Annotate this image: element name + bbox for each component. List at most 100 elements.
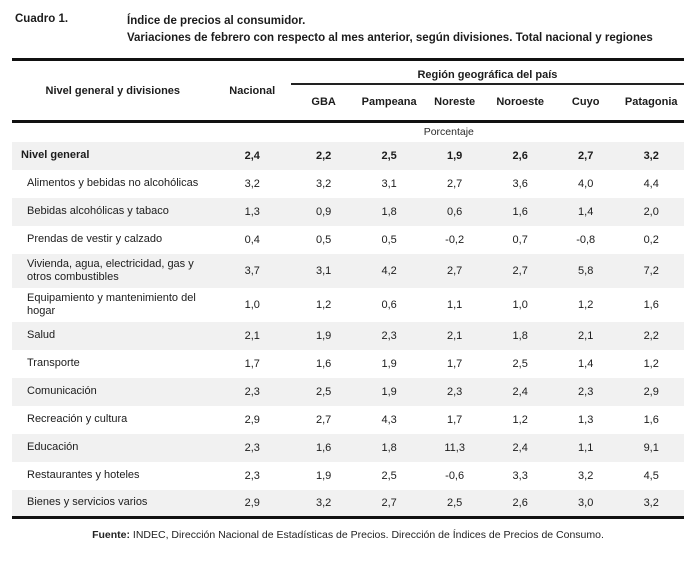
title-line-1: Índice de precios al consumidor. [127,15,306,27]
table-row: Comunicación 2,3 2,5 1,9 2,3 2,4 2,3 2,9 [12,377,684,406]
table-row: Bienes y servicios varios 2,9 3,2 2,7 2,… [12,489,684,518]
cell-value: 1,6 [643,298,659,311]
row-label: Prendas de vestir y calzado [27,233,163,245]
cell-value: 2,0 [643,205,659,218]
cell-value: 1,6 [315,357,332,370]
table-header: Nivel general y divisiones Nacional Regi… [12,59,684,123]
cell-value: 3,2 [578,469,594,482]
row-label: Bebidas alcohólicas y tabaco [27,205,169,217]
row-label: Nivel general [21,149,90,161]
source-label: Fuente: [92,529,131,541]
cell-value: 2,3 [244,469,260,482]
row-label: Educación [27,441,79,453]
col-header-noroeste: Noroeste [487,83,553,123]
col-header-pampeana: Pampeana [356,83,422,123]
cell-value: 9,1 [643,441,659,454]
cell-value: 1,4 [578,205,594,218]
cell-value: 1,9 [315,469,332,482]
cell-value: 1,8 [381,441,397,454]
cell-value: 3,1 [381,177,397,190]
unit-label: Porcentaje [423,126,474,139]
row-label: Comunicación [27,385,97,397]
cell-value: 2,3 [244,441,260,454]
cell-value: 1,9 [447,149,463,162]
cell-value: 1,4 [578,357,594,370]
row-label: Recreación y cultura [27,413,128,425]
cell-value: 2,7 [447,177,463,190]
row-label: Alimentos y bebidas no alcohólicas [27,177,199,189]
price-index-table: Nivel general y divisiones Nacional Regi… [12,58,684,519]
cell-value: 1,6 [643,413,659,426]
cell-value: 2,4 [512,441,528,454]
cell-value: 2,1 [447,329,463,342]
cell-value: 2,6 [512,496,528,509]
cell-value: 2,1 [244,329,260,342]
col-header-cuyo: Cuyo [552,83,619,123]
cell-value: 2,9 [244,413,260,426]
table-row: Educación 2,3 1,6 1,8 11,3 2,4 1,1 9,1 [12,433,684,462]
col-header-patagonia: Patagonia [618,83,684,123]
table-row: Prendas de vestir y calzado 0,4 0,5 0,5 … [12,226,684,254]
cell-value: 3,7 [244,264,260,277]
cell-value: 2,7 [447,264,463,277]
cell-value: 1,6 [315,441,332,454]
table-row: Nivel general 2,4 2,2 2,5 1,9 2,6 2,7 3,… [12,141,684,170]
cell-value: 2,3 [244,385,260,398]
region-group-header: Región geográfica del país [290,59,684,85]
cell-value: 2,2 [643,329,659,342]
row-label: Bienes y servicios varios [27,496,148,509]
cell-value: 3,2 [315,496,332,509]
cell-value: 3,6 [512,177,528,190]
cell-value: 2,5 [315,385,332,398]
cell-value: 2,3 [447,385,463,398]
cell-value: 2,5 [447,496,463,509]
cell-value: 2,4 [244,149,260,162]
cell-value: 1,0 [244,298,260,311]
table-row: Bebidas alcohólicas y tabaco 1,3 0,9 1,8… [12,197,684,226]
cell-value: 1,3 [244,205,260,218]
title-block: Cuadro 1. Índice de precios al consumido… [0,0,696,47]
source-note: Fuente: INDEC, Dirección Nacional de Est… [0,529,696,541]
cell-value: 4,0 [578,177,594,190]
cell-value: 1,1 [447,298,463,311]
table-row: Equipamiento y mantenimiento del hogar 1… [12,288,684,322]
cell-value: 7,2 [643,264,659,277]
cell-value: 1,7 [244,357,260,370]
cell-value: -0,2 [445,233,465,246]
cell-value: 2,5 [512,357,528,370]
unit-row: Porcentaje [12,122,684,142]
table-row: Restaurantes y hoteles 2,3 1,9 2,5 -0,6 … [12,462,684,490]
title-line-2: Variaciones de febrero con respecto al m… [127,32,653,44]
cell-value: 2,7 [578,149,594,162]
unit-row-empty-cell [12,122,214,142]
cell-value: 0,9 [315,205,332,218]
col-header-gba: GBA [290,83,357,123]
cell-value: 3,2 [244,177,260,190]
col-header-noreste: Noreste [421,83,488,123]
cell-value: 2,5 [381,469,397,482]
source-text: INDEC, Dirección Nacional de Estadística… [130,529,604,541]
cell-value: 0,7 [512,233,528,246]
document-title: Índice de precios al consumidor. Variaci… [127,13,653,47]
col-header-divisiones: Nivel general y divisiones [12,59,214,123]
cell-value: 1,1 [578,441,594,454]
cell-value: 2,6 [512,149,528,162]
cell-value: 2,2 [315,149,332,162]
cell-value: 4,4 [643,177,659,190]
cell-value: -0,8 [576,233,596,246]
cell-value: 4,5 [643,469,659,482]
cell-value: 1,3 [578,413,594,426]
table-body: Nivel general 2,4 2,2 2,5 1,9 2,6 2,7 3,… [12,141,684,518]
cell-value: 1,6 [512,205,528,218]
table-row: Vivienda, agua, electricidad, gas y otro… [12,253,684,288]
table-row: Salud 2,1 1,9 2,3 2,1 1,8 2,1 2,2 [12,321,684,350]
cell-value: 0,2 [643,233,659,246]
cell-value: 1,2 [315,298,332,311]
cell-value: 0,5 [315,233,332,246]
row-label: Transporte [27,357,80,369]
cell-value: 1,9 [315,329,332,342]
cell-value: 1,7 [447,413,463,426]
cell-value: 3,2 [643,149,659,162]
cell-value: 2,3 [578,385,594,398]
cell-value: 2,9 [643,385,659,398]
